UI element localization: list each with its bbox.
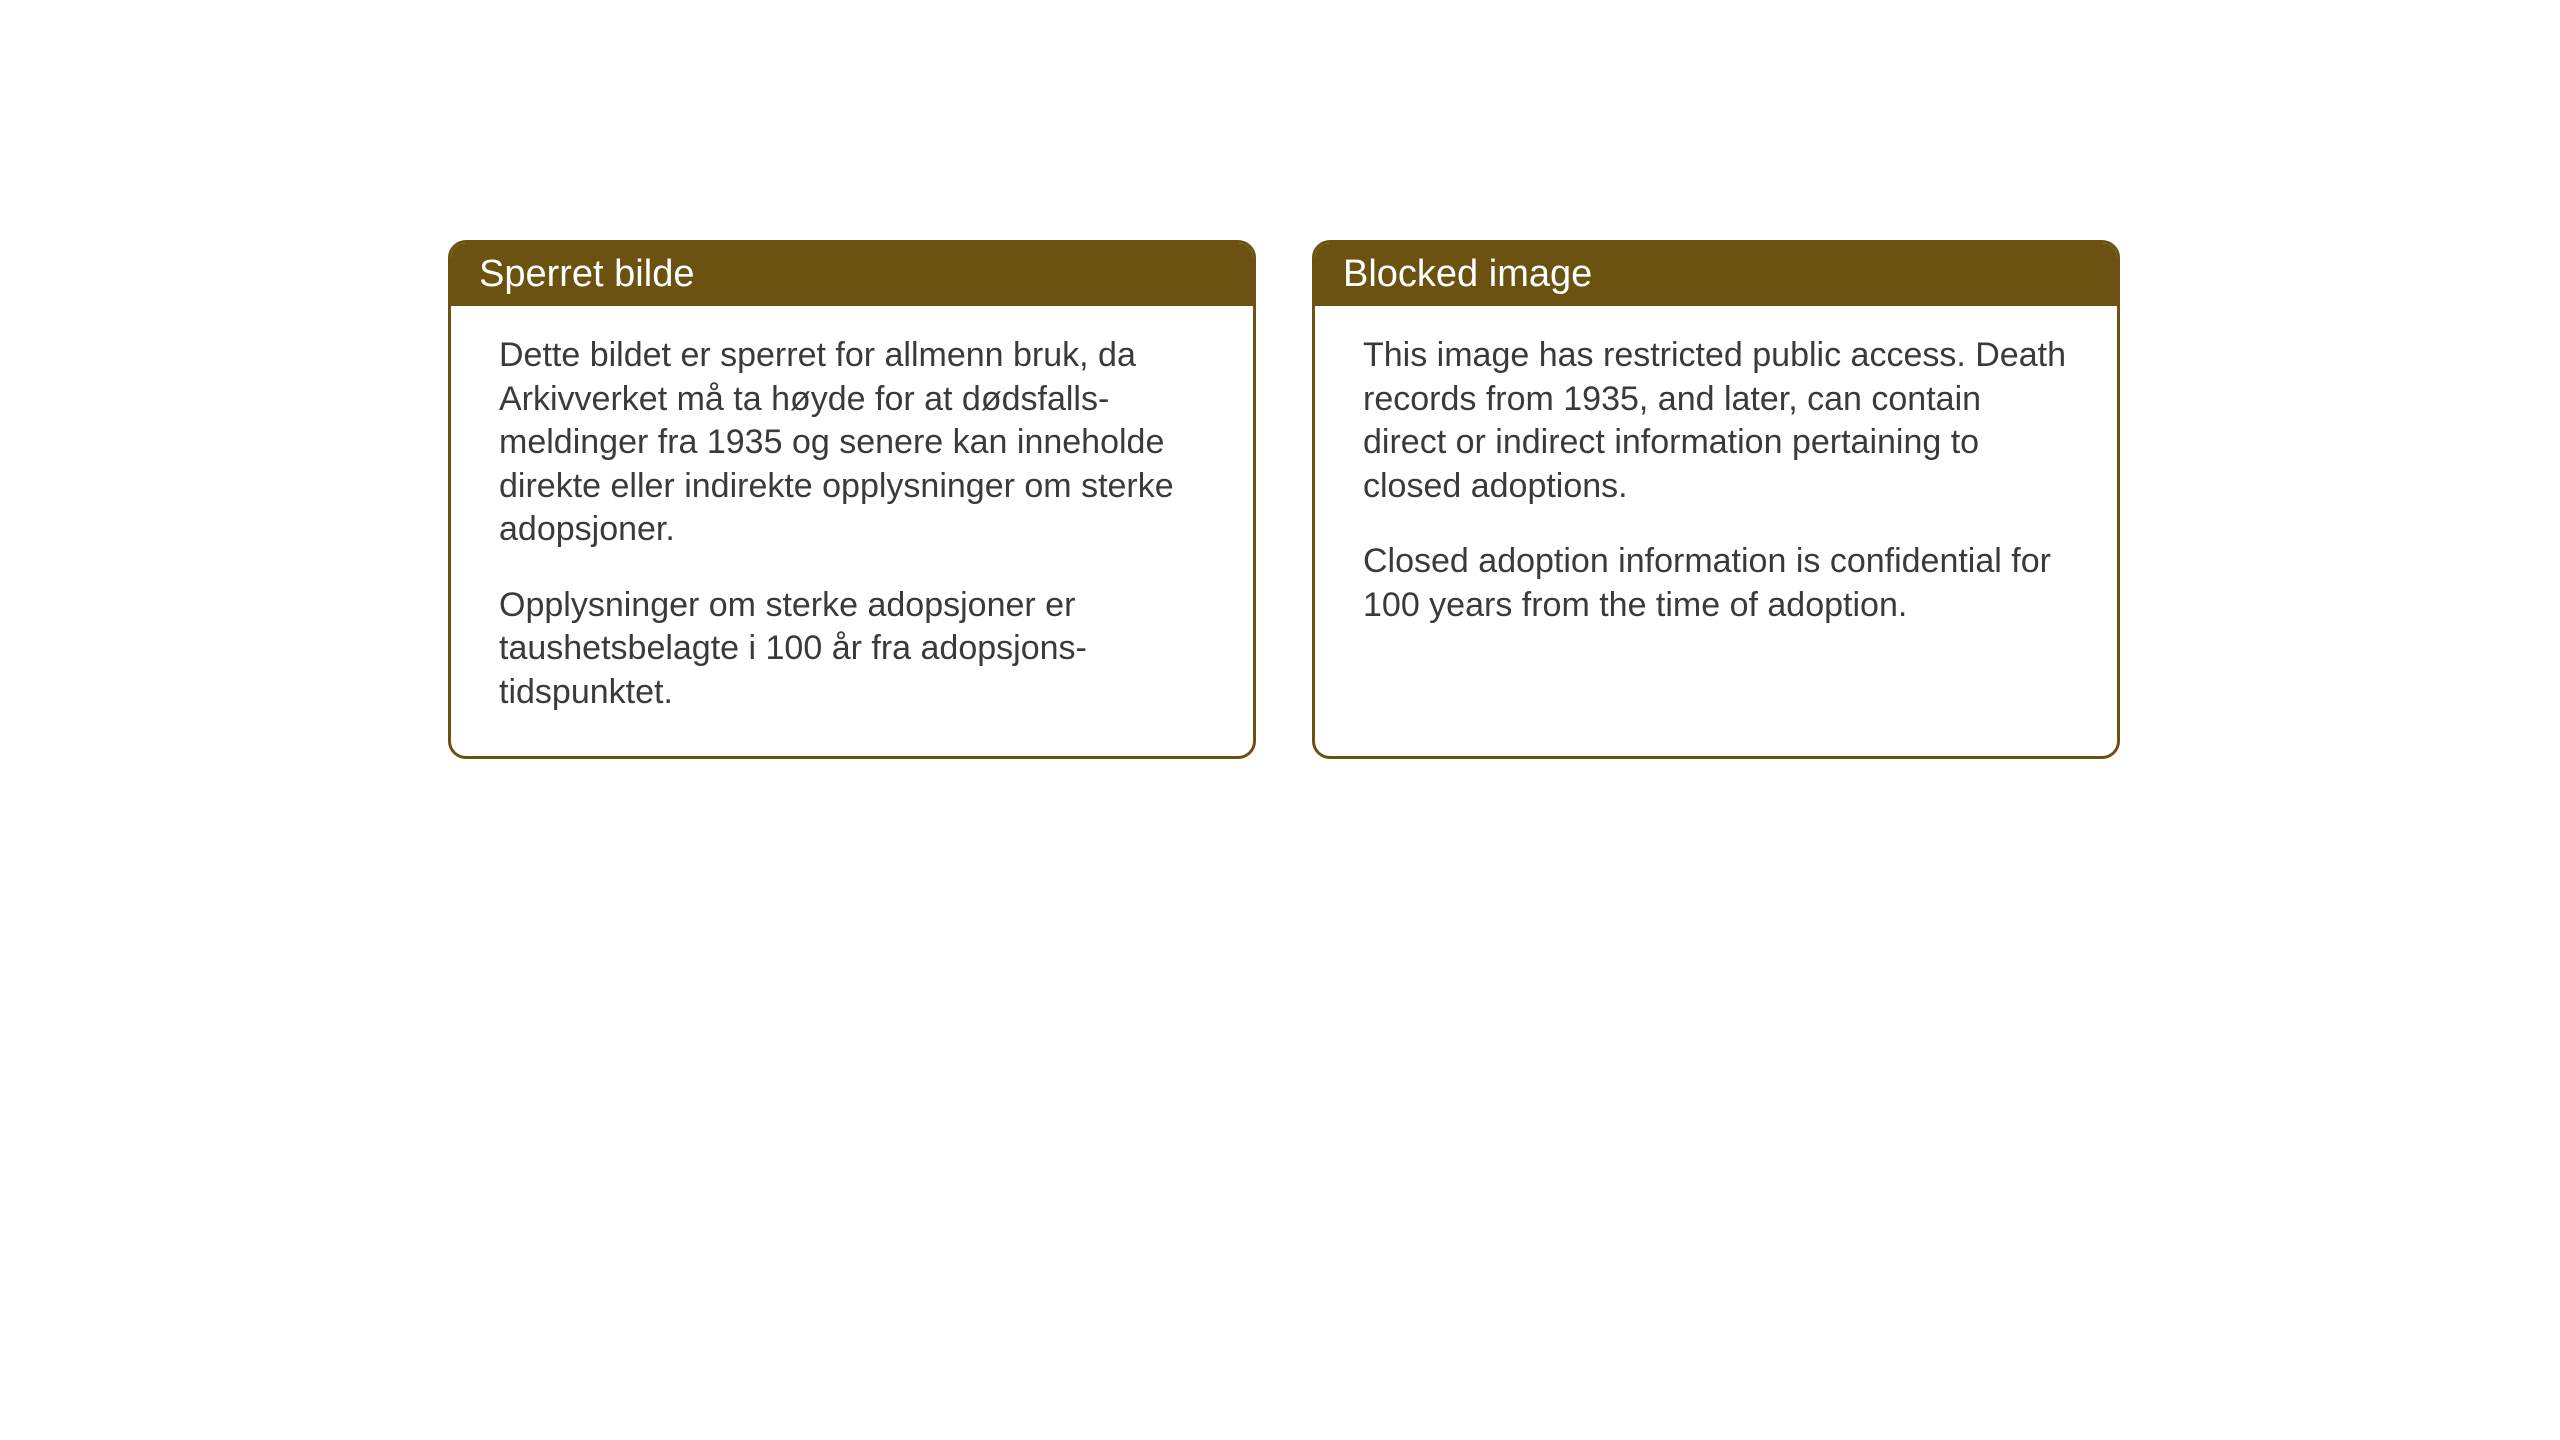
card-norwegian-paragraph-2: Opplysninger om sterke adopsjoner er tau… (499, 584, 1205, 715)
card-english-paragraph-1: This image has restricted public access.… (1363, 334, 2069, 508)
card-english-header: Blocked image (1315, 243, 2117, 306)
card-norwegian: Sperret bilde Dette bildet er sperret fo… (448, 240, 1256, 759)
card-english-body: This image has restricted public access.… (1315, 306, 2117, 726)
card-english-paragraph-2: Closed adoption information is confident… (1363, 540, 2069, 627)
card-norwegian-paragraph-1: Dette bildet er sperret for allmenn bruk… (499, 334, 1205, 552)
card-norwegian-body: Dette bildet er sperret for allmenn bruk… (451, 306, 1253, 756)
card-english: Blocked image This image has restricted … (1312, 240, 2120, 759)
card-norwegian-header: Sperret bilde (451, 243, 1253, 306)
card-english-title: Blocked image (1343, 253, 1592, 295)
cards-container: Sperret bilde Dette bildet er sperret fo… (448, 240, 2120, 759)
card-norwegian-title: Sperret bilde (479, 253, 694, 295)
